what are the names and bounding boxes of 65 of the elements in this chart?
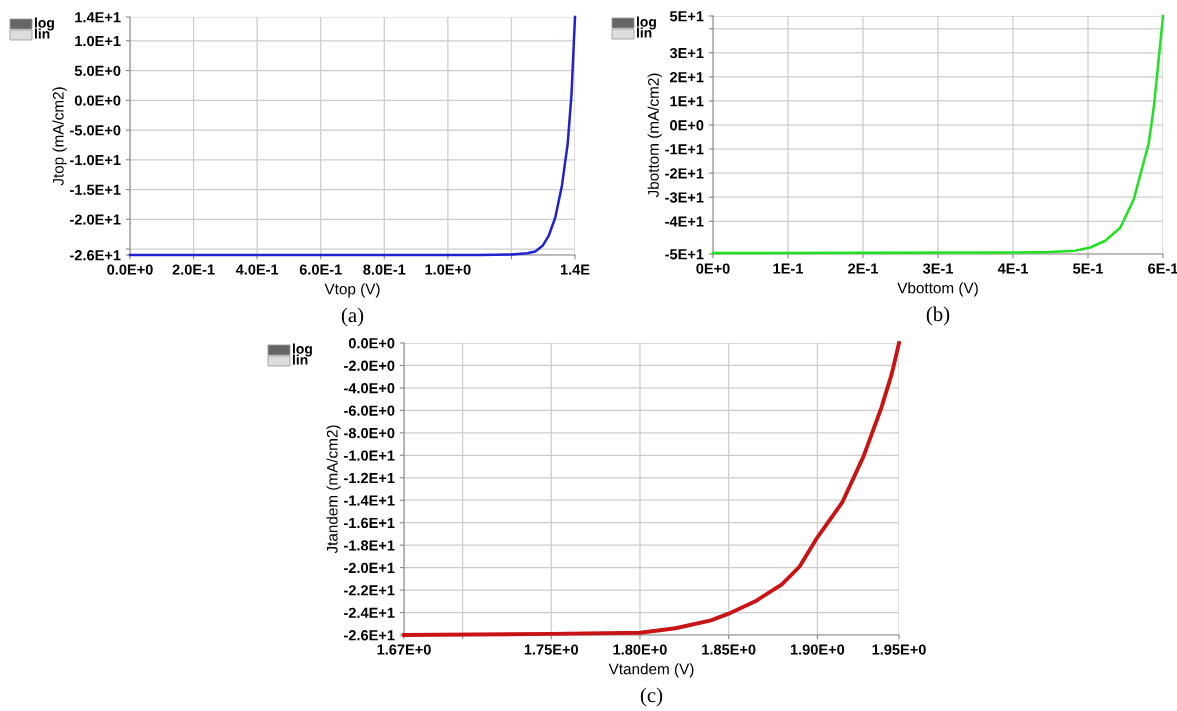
y-axis-title: Jbottom (mA/cm2) — [647, 73, 662, 198]
y-tick-label: -2E+1 — [665, 168, 704, 179]
x-tick-label: 1.67E+0 — [377, 644, 431, 655]
y-tick-label: -5.0E+0 — [70, 125, 121, 136]
text: (a) — [341, 307, 364, 327]
x-tick-label: 3E-1 — [922, 263, 953, 274]
y-tick-label: 0.0E+0 — [74, 95, 121, 106]
y-tick-label: -2.0E+0 — [344, 360, 395, 371]
y-tick-label: -1.0E+1 — [70, 154, 121, 166]
text: (b) — [926, 306, 950, 326]
y-tick-label: 1.4E+1 — [75, 12, 121, 23]
x-tick-label: 0.0E+0 — [107, 264, 153, 275]
y-tick-label: -2.0E+1 — [344, 562, 395, 574]
x-tick-label: 1.75E+0 — [524, 644, 579, 655]
x-tick-label: 1.80E+0 — [613, 644, 667, 655]
y-tick-label: 2E+1 — [670, 71, 704, 83]
y-tick-label: -4E+1 — [665, 216, 704, 227]
y-tick-label: -2.4E+1 — [344, 607, 395, 618]
text: (c) — [640, 687, 663, 707]
y-tick-label: 1.0E+1 — [75, 35, 121, 47]
x-tick-label: 6E-1 — [1148, 263, 1177, 274]
x-tick-label: 2E-1 — [848, 263, 878, 274]
x-tick-label: 1.0E+0 — [425, 264, 471, 275]
y-tick-label: -6.0E+0 — [344, 405, 395, 416]
y-tick-label: 0.0E+0 — [348, 338, 395, 349]
line-series — [711, 14, 1165, 255]
y-tick-label: -3E+1 — [665, 192, 704, 203]
x-tick-label: 0E+0 — [696, 263, 730, 274]
y-tick-label: 3E+1 — [669, 47, 704, 59]
x-tick-label: 4.0E-1 — [235, 264, 279, 275]
x-axis-title: Vtop (V) — [324, 283, 380, 298]
x-tick-label: 6.0E-1 — [299, 264, 342, 275]
y-tick-label: -1.8E+1 — [344, 540, 395, 551]
y-axis-title: Jtandem (mA/cm2) — [326, 425, 341, 554]
line-series — [402, 341, 901, 637]
x-tick-label: 8.0E-1 — [363, 264, 406, 275]
x-tick-label: 4E-1 — [997, 263, 1028, 274]
y-tick-label: -5E+1 — [665, 249, 704, 260]
y-tick-label: -2.6E+1 — [344, 630, 395, 641]
y-tick-label: -8.0E+0 — [344, 427, 395, 439]
y-tick-label: 5E+1 — [669, 11, 704, 22]
y-tick-label: -1E+1 — [665, 144, 704, 155]
x-tick-label: 1.4E — [560, 264, 590, 275]
x-tick-label: 1.85E+0 — [702, 644, 756, 655]
y-tick-label: -2.2E+1 — [344, 585, 395, 596]
y-tick-label: -1.6E+1 — [344, 517, 395, 529]
y-tick-label: -1.0E+1 — [344, 450, 395, 461]
y-tick-label: 1E+1 — [670, 96, 704, 107]
y-tick-label: -1.4E+1 — [344, 495, 395, 506]
line-series — [128, 15, 577, 257]
x-axis-title: Vbottom (V) — [897, 282, 978, 297]
y-tick-label: -2.0E+1 — [70, 214, 121, 225]
x-tick-label: 2.0E-1 — [172, 264, 215, 275]
y-tick-label: -4.0E+0 — [344, 383, 395, 394]
x-tick-label: 1.90E+0 — [790, 644, 845, 655]
x-tick-label: 1.95E+0 — [872, 644, 926, 655]
x-tick-label: 5E-1 — [1073, 263, 1103, 274]
y-tick-label: -2.6E+1 — [70, 250, 121, 261]
y-axis-title: Jtop (mA/cm2) — [52, 87, 67, 186]
x-tick-label: 1E-1 — [773, 263, 803, 274]
x-axis-title: Vtandem (V) — [608, 663, 694, 678]
y-tick-label: 0E+0 — [670, 120, 704, 131]
y-tick-label: -1.2E+1 — [344, 472, 395, 484]
y-tick-label: 5.0E+0 — [74, 65, 121, 76]
y-tick-label: -1.5E+1 — [70, 184, 121, 195]
